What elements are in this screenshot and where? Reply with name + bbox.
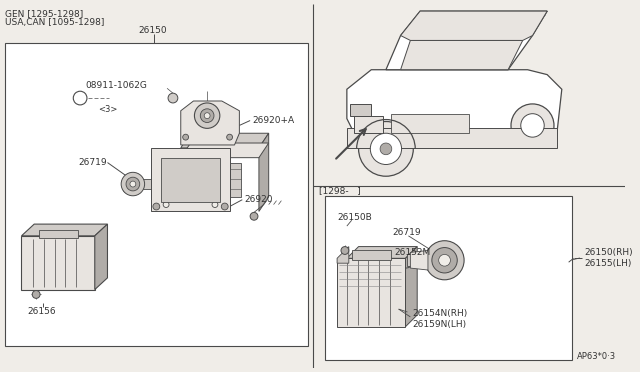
Circle shape [130, 181, 136, 187]
Text: AP63*0·3: AP63*0·3 [577, 352, 616, 360]
Polygon shape [180, 133, 269, 148]
Bar [347, 128, 557, 148]
Bar [325, 196, 572, 360]
Text: 26156: 26156 [28, 307, 56, 315]
Circle shape [168, 93, 178, 103]
Text: 26150B: 26150B [337, 213, 372, 222]
Polygon shape [337, 247, 349, 263]
Polygon shape [386, 11, 547, 70]
Text: 26719: 26719 [78, 158, 107, 167]
Polygon shape [180, 101, 239, 145]
Bar [39, 230, 78, 238]
Polygon shape [152, 148, 230, 211]
Polygon shape [352, 250, 391, 260]
Bar [350, 104, 371, 116]
Text: GEN [1295-1298]: GEN [1295-1298] [5, 10, 83, 19]
Polygon shape [22, 224, 108, 236]
Text: 26150(RH): 26150(RH) [584, 248, 633, 257]
Bar [313, 4, 625, 368]
Bar [391, 114, 469, 133]
Polygon shape [347, 247, 417, 258]
Circle shape [227, 134, 232, 140]
Circle shape [200, 109, 214, 122]
Circle shape [250, 212, 258, 220]
Text: 26154N(RH): 26154N(RH) [412, 310, 468, 318]
Circle shape [32, 291, 40, 298]
Text: 26920+A: 26920+A [252, 116, 294, 125]
Polygon shape [259, 133, 269, 211]
Circle shape [195, 103, 220, 128]
Circle shape [182, 134, 189, 140]
Circle shape [123, 185, 131, 193]
Circle shape [73, 91, 87, 105]
Bar [128, 179, 156, 189]
Circle shape [432, 247, 457, 273]
Text: USA,CAN [1095-1298]: USA,CAN [1095-1298] [5, 18, 104, 27]
Circle shape [380, 143, 392, 155]
Text: 26719: 26719 [393, 228, 421, 237]
Circle shape [438, 254, 451, 266]
Circle shape [126, 177, 140, 191]
Circle shape [121, 172, 145, 196]
Text: [1298-   ]: [1298- ] [319, 186, 360, 195]
Polygon shape [401, 11, 547, 41]
Text: 26920: 26920 [244, 195, 273, 204]
Polygon shape [401, 41, 523, 70]
Circle shape [425, 241, 464, 280]
Text: N: N [77, 94, 84, 103]
Circle shape [371, 133, 401, 164]
Polygon shape [410, 250, 428, 270]
Polygon shape [406, 247, 417, 327]
Bar [0, 4, 313, 368]
Polygon shape [180, 143, 269, 158]
Text: 26152M: 26152M [395, 248, 431, 257]
Polygon shape [347, 70, 562, 148]
Circle shape [221, 203, 228, 210]
Circle shape [521, 114, 544, 137]
Circle shape [153, 203, 160, 210]
Circle shape [204, 113, 210, 119]
Polygon shape [22, 236, 95, 289]
Circle shape [163, 202, 169, 208]
Polygon shape [95, 224, 108, 289]
Text: <3>: <3> [98, 105, 117, 114]
Circle shape [341, 247, 349, 254]
Bar [408, 254, 425, 266]
Bar [354, 116, 383, 133]
Text: 26150: 26150 [139, 26, 168, 35]
Text: 26155(LH): 26155(LH) [584, 259, 632, 268]
Polygon shape [161, 158, 220, 202]
Circle shape [212, 202, 218, 208]
Circle shape [511, 104, 554, 147]
Text: 08911-1062G: 08911-1062G [85, 81, 147, 90]
Circle shape [358, 122, 413, 176]
Polygon shape [337, 258, 406, 327]
Bar [5, 44, 308, 346]
Bar [230, 163, 241, 197]
Text: 26159N(LH): 26159N(LH) [412, 320, 467, 329]
